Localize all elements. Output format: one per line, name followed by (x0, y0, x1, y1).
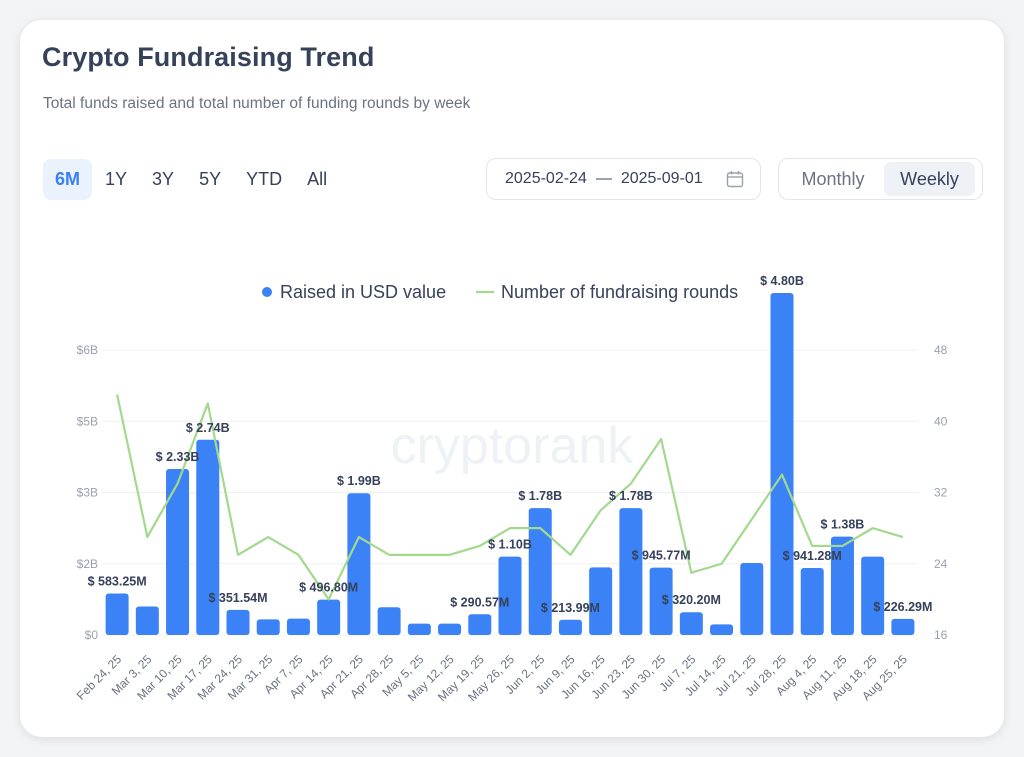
y-left-tick-label: $6B (77, 343, 98, 357)
bar (619, 508, 643, 635)
y-left-tick-label: $5B (77, 414, 98, 428)
watermark-text: cryptorank (391, 417, 635, 475)
bar (498, 556, 522, 635)
date-start: 2025-02-24 (505, 170, 587, 187)
bar (679, 612, 703, 635)
data-label: $ 351.54M (208, 591, 267, 605)
bar (558, 619, 582, 635)
data-label: $ 2.74B (186, 421, 230, 435)
data-label: $ 945.77M (632, 549, 691, 563)
y-right-tick-label: 48 (934, 343, 948, 357)
bar (710, 624, 734, 635)
legend-line-label: Number of fundraising rounds (501, 282, 738, 302)
data-label: $ 4.80B (760, 274, 804, 288)
range-5y-button[interactable]: 5Y (199, 169, 222, 189)
range-ytd-button[interactable]: YTD (246, 169, 283, 189)
legend-bar-label: Raised in USD value (280, 282, 446, 302)
data-label: $ 1.99B (337, 474, 381, 488)
range-selector: 6M 1Y 3Y 5Y YTD All (43, 159, 340, 200)
bar (830, 536, 854, 635)
date-end: 2025-09-01 (620, 170, 703, 187)
range-all-button[interactable]: All (307, 169, 328, 189)
y-left-tick-label: $2B (77, 557, 98, 571)
bar (317, 599, 341, 635)
bar (407, 623, 431, 635)
bar (105, 593, 129, 635)
date-separator: — (595, 170, 612, 187)
bar (468, 614, 492, 635)
range-6m-button[interactable]: 6M (43, 159, 93, 200)
bar (347, 493, 371, 635)
y-right-tick-label: 16 (934, 628, 948, 642)
page-title: Crypto Fundraising Trend (42, 42, 375, 72)
data-label: $ 213.99M (541, 601, 600, 615)
bar (286, 618, 310, 635)
data-label: $ 1.78B (609, 489, 653, 503)
chart-legend: Raised in USD value Number of fundraising… (262, 282, 738, 302)
bar (196, 439, 220, 635)
bar (589, 567, 613, 635)
data-label: $ 226.29M (873, 600, 932, 614)
period-weekly-button[interactable]: Weekly (884, 162, 975, 196)
data-label: $ 2.33B (156, 450, 200, 464)
bar (226, 609, 250, 635)
bar (861, 556, 885, 635)
page-subtitle: Total funds raised and total number of f… (43, 95, 471, 112)
bar (135, 606, 159, 635)
bar (438, 623, 462, 635)
bar (770, 293, 794, 635)
y-right-tick-label: 40 (934, 414, 948, 428)
bar (649, 567, 673, 635)
data-label: $ 583.25M (88, 574, 147, 588)
y-left-tick-label: $0 (85, 628, 99, 642)
data-label: $ 496.80M (299, 581, 358, 595)
data-label: $ 320.20M (662, 593, 721, 607)
y-left-tick-label: $3B (77, 486, 98, 500)
chart-card: Crypto Fundraising Trend Total funds rai… (20, 20, 1004, 737)
range-1y-button[interactable]: 1Y (105, 169, 128, 189)
y-right-tick-label: 24 (934, 557, 948, 571)
legend-bar-swatch (262, 287, 272, 297)
period-toggle: Monthly Weekly (778, 158, 983, 200)
rounds-line (116, 394, 904, 601)
range-3y-button[interactable]: 3Y (152, 169, 175, 189)
bar (740, 563, 764, 635)
bar (166, 468, 190, 635)
y-right-tick-label: 32 (934, 486, 948, 500)
bar (256, 619, 280, 635)
calendar-icon[interactable] (726, 170, 744, 188)
data-label: $ 290.57M (450, 595, 509, 609)
period-monthly-button[interactable]: Monthly (801, 168, 865, 189)
data-label: $ 1.10B (488, 538, 532, 552)
bar (528, 508, 552, 635)
bar (377, 607, 401, 635)
date-range-picker[interactable]: 2025-02-24 — 2025-09-01 (486, 158, 761, 200)
bar (891, 618, 915, 635)
data-label: $ 941.28M (783, 549, 842, 563)
bar (800, 567, 824, 635)
fundraising-chart: cryptorank $0 $2B $3B $5B $6B 16 24 32 40 48 $ 583.… (74, 274, 948, 704)
data-label: $ 1.78B (518, 489, 562, 503)
data-label: $ 1.38B (821, 518, 865, 532)
